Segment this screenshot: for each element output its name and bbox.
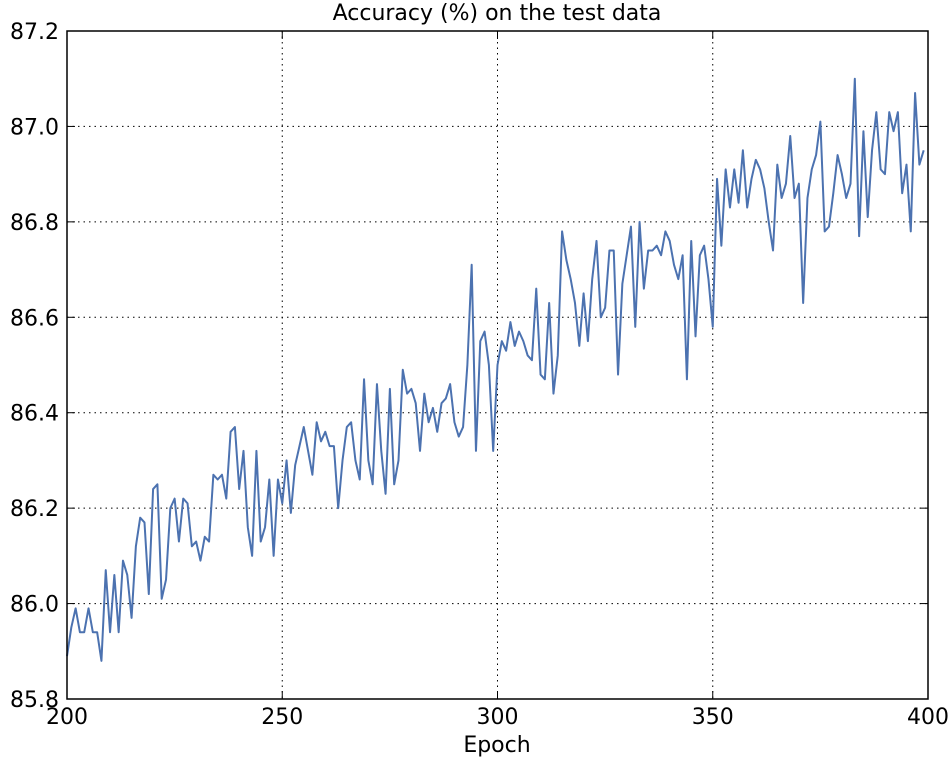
x-axis-label: Epoch (463, 733, 530, 758)
x-tick-label: 200 (46, 705, 88, 730)
y-tick-label: 86.4 (10, 402, 59, 427)
chart-title: Accuracy (%) on the test data (333, 1, 662, 26)
y-tick-label: 86.8 (10, 211, 59, 236)
y-tick-label: 87.0 (10, 115, 59, 140)
y-tick-label: 86.6 (10, 306, 59, 331)
y-tick-label: 87.2 (10, 20, 59, 45)
x-tick-label: 400 (907, 705, 949, 730)
plot-frame (66, 30, 929, 700)
y-tick-label: 86.2 (10, 497, 59, 522)
x-tick-label: 300 (477, 705, 519, 730)
x-tick-label: 250 (261, 705, 303, 730)
x-tick-label: 350 (692, 705, 734, 730)
data-line (66, 77, 925, 662)
y-tick-label: 86.0 (10, 593, 59, 618)
y-tick-label: 85.8 (10, 688, 59, 713)
